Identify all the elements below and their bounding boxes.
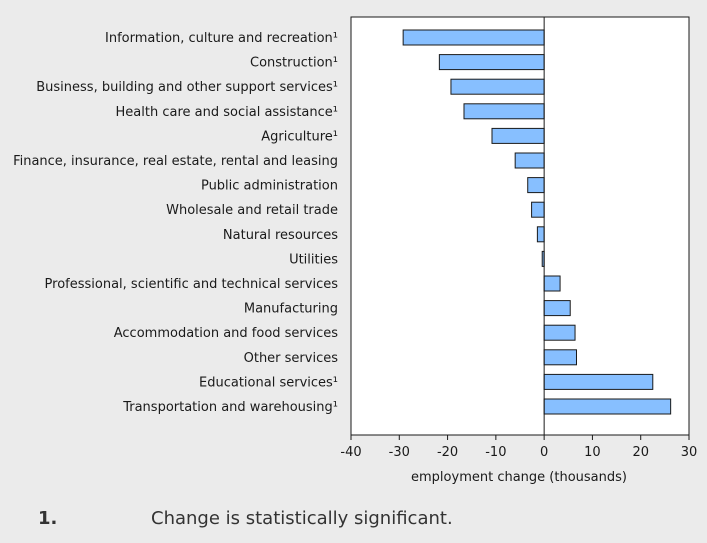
bar: [543, 349, 577, 366]
bar: [543, 398, 672, 415]
bar: [463, 103, 545, 120]
bar: [514, 152, 545, 169]
bar: [543, 300, 571, 317]
x-axis-title: employment change (thousands): [411, 470, 627, 485]
footnote: 1. Change is statistically significant.: [38, 508, 453, 529]
bar: [402, 29, 545, 46]
bar: [531, 201, 545, 218]
category-label: Manufacturing: [244, 302, 338, 317]
footnote-text: Change is statistically significant.: [151, 508, 453, 529]
category-label: Educational services¹: [199, 375, 338, 390]
category-label: Finance, insurance, real estate, rental …: [13, 154, 338, 169]
bar: [536, 226, 545, 243]
bar-chart: Information, culture and recreation¹ Cons…: [13, 16, 698, 485]
category-label: Wholesale and retail trade: [166, 203, 338, 218]
category-label: Transportation and warehousing¹: [122, 400, 338, 415]
category-label: Information, culture and recreation¹: [105, 31, 338, 46]
bar: [527, 177, 545, 194]
category-label: Public administration: [201, 179, 338, 194]
category-label: Agriculture¹: [261, 129, 338, 144]
category-label: Other services: [244, 351, 339, 366]
category-label: Professional, scientific and technical s…: [45, 277, 339, 292]
x-tick-label: 0: [540, 445, 548, 460]
footnote-number: 1.: [38, 508, 58, 529]
bar: [450, 78, 545, 95]
category-label: Accommodation and food services: [114, 326, 338, 341]
bar: [438, 54, 545, 71]
x-tick-label: -30: [389, 445, 410, 460]
x-tick-label: -40: [340, 445, 361, 460]
x-tick-label: 20: [632, 445, 649, 460]
category-label: Business, building and other support ser…: [36, 80, 338, 95]
x-tick-label: 10: [584, 445, 601, 460]
x-tick-label: 30: [681, 445, 698, 460]
x-tick-label: -20: [437, 445, 458, 460]
bar: [543, 373, 654, 390]
category-label: Construction¹: [250, 56, 338, 71]
bar: [543, 275, 561, 292]
category-label: Utilities: [289, 252, 338, 267]
bar: [491, 127, 545, 144]
category-label: Health care and social assistance¹: [116, 105, 338, 120]
x-tick-label: -10: [485, 445, 506, 460]
bar: [543, 324, 576, 341]
category-label: Natural resources: [223, 228, 338, 243]
